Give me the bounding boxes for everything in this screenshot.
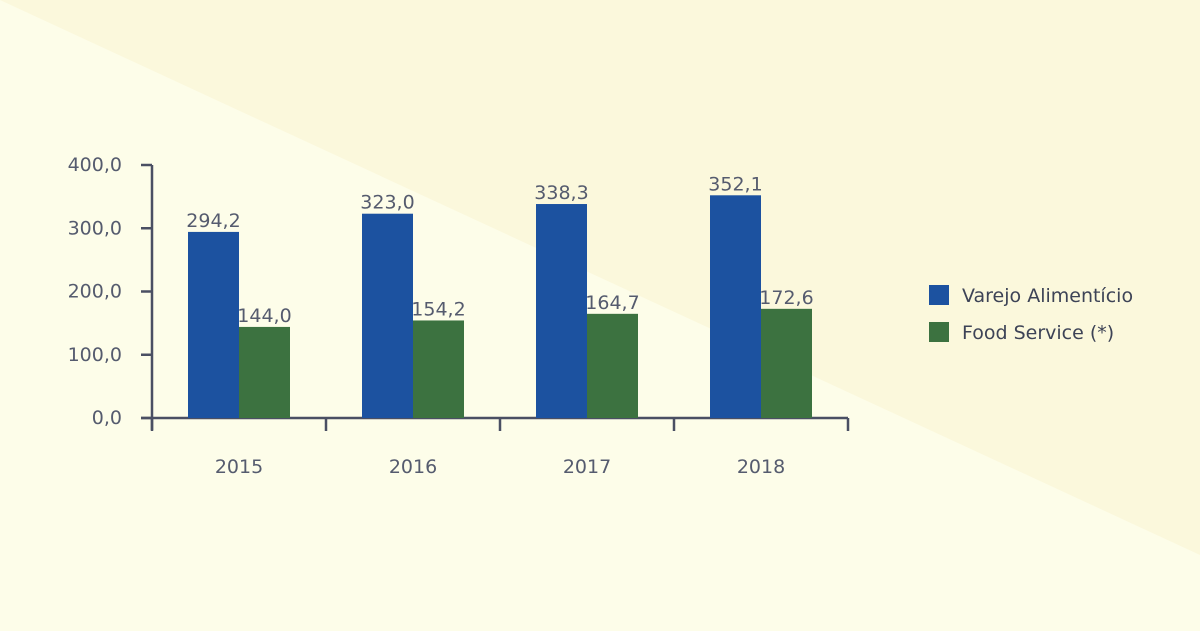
x-category-label: 2018 [737,456,785,478]
x-category-label: 2015 [215,456,263,478]
data-label: 144,0 [237,305,291,327]
bar [761,308,812,418]
bars [188,195,812,418]
bar [536,204,587,418]
x-category-label: 2017 [563,456,611,478]
legend-swatch [929,285,949,305]
data-labels: 294,2 323,0 338,3 352,1 144,0 154,2 164,7 172,6 [186,173,813,327]
x-category-label: 2016 [389,456,437,478]
bar [587,313,638,418]
bar [188,231,239,418]
bar [362,213,413,418]
bar [413,320,464,418]
data-label: 164,7 [585,292,639,314]
y-tick-label: 100,0 [68,344,122,366]
data-label: 294,2 [186,210,240,232]
data-label: 352,1 [708,173,762,195]
y-tick-label: 400,0 [68,154,122,176]
background-band [0,0,1200,555]
bar [239,326,290,418]
y-tick-label: 0,0 [92,407,122,429]
legend: Varejo Alimentício Food Service (*) [929,285,1133,344]
y-tick-label: 200,0 [68,281,122,303]
data-label: 172,6 [759,287,813,309]
legend-label: Varejo Alimentício [962,285,1133,307]
legend-label: Food Service (*) [962,322,1114,344]
data-label: 323,0 [360,192,414,214]
data-label: 154,2 [411,298,465,320]
legend-swatch [929,322,949,342]
bar [710,195,761,418]
y-tick-label: 300,0 [68,217,122,239]
data-label: 338,3 [534,182,588,204]
